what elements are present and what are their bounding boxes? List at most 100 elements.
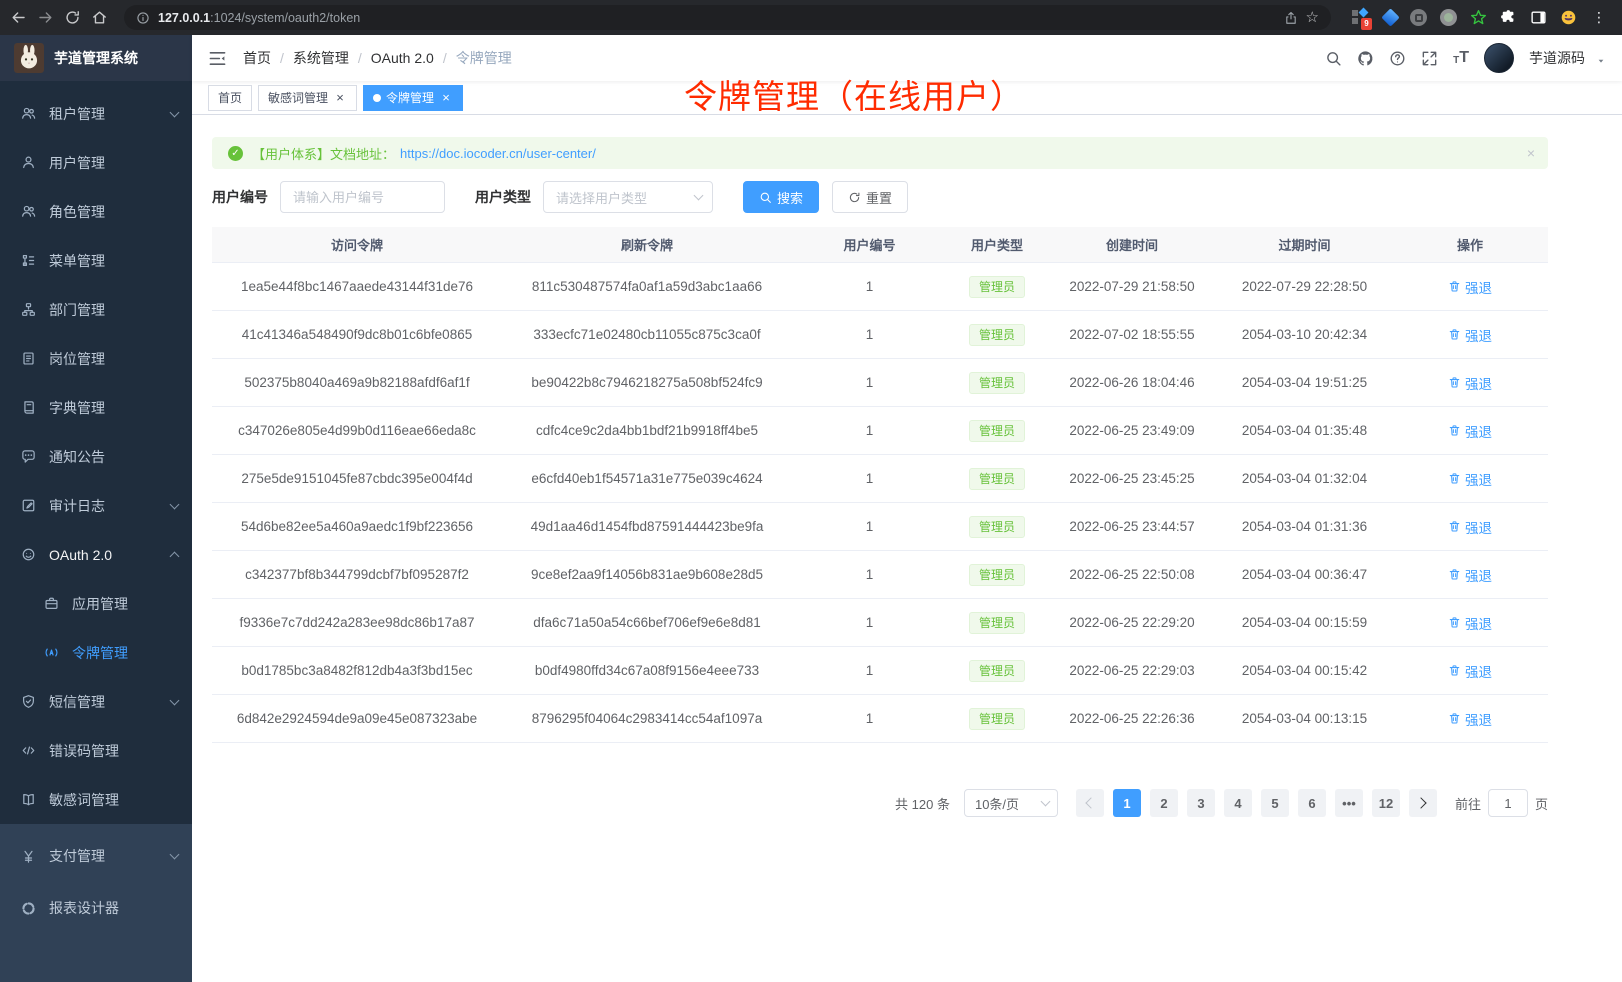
access-token-cell: f9336e7c7dd242a283ee98dc86b17a87 xyxy=(239,615,475,630)
next-page-button[interactable] xyxy=(1408,789,1437,817)
page-button[interactable]: 12 xyxy=(1371,789,1400,817)
sidebar-item[interactable]: 应用管理 xyxy=(0,579,192,628)
tab[interactable]: 首页 xyxy=(208,84,253,111)
user-id-cell: 1 xyxy=(865,279,874,294)
sidebar-item[interactable]: 岗位管理 xyxy=(0,334,192,383)
reload-icon[interactable] xyxy=(64,9,81,26)
user-type-badge: 管理员 xyxy=(968,659,1025,682)
fullscreen-icon[interactable] xyxy=(1421,50,1438,67)
alert-close-icon[interactable]: × xyxy=(1526,145,1535,161)
caret-down-icon[interactable] xyxy=(1596,56,1606,66)
menu-tree-icon xyxy=(21,253,36,268)
logo-bar[interactable]: 芋道管理系统 xyxy=(0,35,192,81)
tab[interactable]: 敏感词管理 × xyxy=(258,84,358,111)
search-icon[interactable] xyxy=(1325,50,1342,67)
home-icon[interactable] xyxy=(91,9,108,26)
search-button[interactable]: 搜索 xyxy=(743,181,820,213)
chevron-icon xyxy=(169,107,180,117)
address-bar[interactable]: 127.0.0.1:1024/system/oauth2/token ☆ xyxy=(124,5,1331,30)
user-id-label: 用户编号 xyxy=(212,189,268,205)
force-logout-button[interactable]: 强退 xyxy=(1448,661,1492,681)
sidebar-item[interactable]: 用户管理 xyxy=(0,138,192,187)
avatar[interactable] xyxy=(1484,43,1514,73)
tab[interactable]: 令牌管理 × xyxy=(363,84,464,111)
breadcrumb-item[interactable]: 首页 xyxy=(243,50,271,66)
user-id-cell: 1 xyxy=(865,327,874,342)
extensions-puzzle-icon[interactable] xyxy=(1500,9,1517,26)
page-button[interactable]: 2 xyxy=(1149,789,1178,817)
share-icon[interactable] xyxy=(1284,11,1298,25)
sidebar-item[interactable]: 菜单管理 xyxy=(0,236,192,285)
github-icon[interactable] xyxy=(1357,50,1374,67)
force-logout-button[interactable]: 强退 xyxy=(1448,277,1492,297)
breadcrumb-item[interactable]: 令牌管理 xyxy=(434,48,512,68)
force-logout-button[interactable]: 强退 xyxy=(1448,613,1492,633)
forward-icon[interactable] xyxy=(37,9,54,26)
filter-bar: 用户编号 用户类型 请选择用户类型 搜索 重置 xyxy=(212,181,1548,213)
force-logout-button[interactable]: 强退 xyxy=(1448,325,1492,345)
audit-log-icon xyxy=(21,498,36,513)
expire-time-cell: 2054-03-10 20:42:34 xyxy=(1241,327,1368,342)
force-logout-button[interactable]: 强退 xyxy=(1448,517,1492,537)
page-button[interactable]: 6 xyxy=(1297,789,1326,817)
page-size-select[interactable]: 10条/页 xyxy=(963,789,1058,817)
extension-blocks-icon[interactable]: 9 xyxy=(1351,7,1372,30)
profile-emoji-icon[interactable] xyxy=(1560,9,1577,26)
page-button[interactable]: 5 xyxy=(1260,789,1289,817)
close-icon[interactable]: × xyxy=(442,89,450,105)
force-logout-button[interactable]: 强退 xyxy=(1448,373,1492,393)
user-type-select[interactable]: 请选择用户类型 xyxy=(543,181,713,213)
force-logout-button[interactable]: 强退 xyxy=(1448,709,1492,729)
goto-page-input[interactable] xyxy=(1487,789,1528,817)
sidebar-item[interactable]: 角色管理 xyxy=(0,187,192,236)
page-button[interactable]: 1 xyxy=(1112,789,1141,817)
sidebar-item[interactable]: OAuth 2.0 xyxy=(0,530,192,579)
page-button[interactable]: 3 xyxy=(1186,789,1215,817)
sidebar-item[interactable]: 错误码管理 xyxy=(0,726,192,775)
sidebar-item[interactable]: 令牌管理 xyxy=(0,628,192,677)
force-logout-button[interactable]: 强退 xyxy=(1448,421,1492,441)
collapse-sidebar-icon[interactable] xyxy=(208,49,227,68)
prev-page-button[interactable] xyxy=(1075,789,1104,817)
extension-circle-icon[interactable] xyxy=(1410,9,1427,26)
page-button[interactable]: ••• xyxy=(1334,789,1363,817)
sidebar-item[interactable]: 报表设计器 xyxy=(0,882,192,934)
force-logout-button[interactable]: 强退 xyxy=(1448,469,1492,489)
extension-star-icon[interactable] xyxy=(1470,9,1487,26)
expire-time-cell: 2054-03-04 01:32:04 xyxy=(1241,471,1368,486)
sidebar-item[interactable]: 敏感词管理 xyxy=(0,775,192,824)
create-time-cell: 2022-06-25 23:44:57 xyxy=(1069,519,1195,534)
id-badge-icon xyxy=(21,351,36,366)
sidebar-item[interactable]: 支付管理 xyxy=(0,830,192,882)
force-logout-button[interactable]: 强退 xyxy=(1448,565,1492,585)
tenant-users-icon xyxy=(21,106,36,121)
side-panel-icon[interactable] xyxy=(1530,9,1547,26)
sidebar-item[interactable]: 审计日志 xyxy=(0,481,192,530)
success-check-icon: ✓ xyxy=(228,145,243,161)
trash-icon xyxy=(1448,376,1461,389)
browser-menu-icon[interactable]: ⋮ xyxy=(1592,9,1606,25)
bookmark-star-icon[interactable]: ☆ xyxy=(1305,9,1319,26)
close-icon[interactable]: × xyxy=(336,89,344,105)
sidebar-item[interactable]: 字典管理 xyxy=(0,383,192,432)
breadcrumb-item[interactable]: 系统管理 xyxy=(271,48,349,68)
user-id-input[interactable] xyxy=(280,181,445,213)
sidebar-item[interactable]: 租户管理 xyxy=(0,89,192,138)
extension-record-icon[interactable] xyxy=(1440,9,1457,26)
info-icon[interactable] xyxy=(136,11,150,25)
sidebar-item[interactable]: 通知公告 xyxy=(0,432,192,481)
back-icon[interactable] xyxy=(10,9,27,26)
user-name[interactable]: 芋道源码 xyxy=(1529,50,1585,66)
sidebar-item[interactable]: 部门管理 xyxy=(0,285,192,334)
page-button[interactable]: 4 xyxy=(1223,789,1252,817)
breadcrumb-item[interactable]: OAuth 2.0 xyxy=(349,50,434,66)
sidebar-item[interactable]: 短信管理 xyxy=(0,677,192,726)
doc-link[interactable]: https://doc.iocoder.cn/user-center/ xyxy=(400,145,596,161)
main-area: 令牌管理（在线用户） 首页 系统管理 OAuth 2.0 令牌管理 xyxy=(192,35,1622,982)
extension-gem-icon[interactable] xyxy=(1381,8,1400,27)
help-icon[interactable] xyxy=(1389,50,1406,67)
refresh-token-cell: dfa6c71a50a54c66bef706ef9e6e8d81 xyxy=(533,615,761,630)
reset-button[interactable]: 重置 xyxy=(832,181,909,213)
